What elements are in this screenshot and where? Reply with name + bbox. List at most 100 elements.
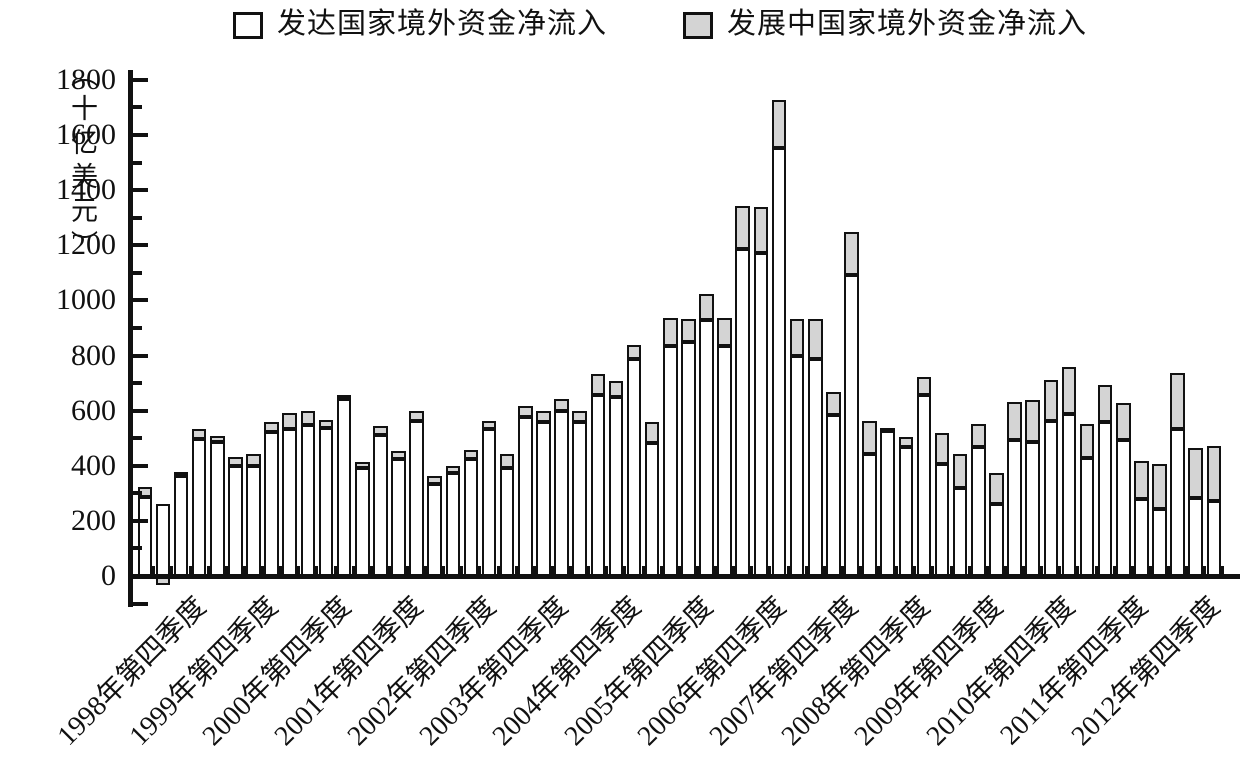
x-axis-tick — [550, 565, 554, 574]
x-axis-tick — [1203, 565, 1207, 574]
y-axis-tick — [132, 243, 148, 248]
y-axis-tick — [132, 325, 142, 330]
y-axis-tick — [132, 215, 142, 220]
bar-developing-segment — [373, 426, 388, 435]
bar-developed-segment — [662, 346, 678, 578]
bar-developed-segment — [137, 496, 153, 578]
bar-developing-segment — [771, 99, 787, 149]
bar-developing-segment — [717, 317, 732, 347]
y-axis-tick — [132, 77, 148, 82]
y-tick-label: 0 — [101, 559, 116, 592]
bar-developed-segment — [1152, 509, 1167, 578]
x-axis-tick — [840, 565, 844, 574]
bar-developing-segment — [445, 466, 461, 474]
bar-developed-segment — [554, 411, 569, 578]
x-axis-tick — [424, 565, 428, 574]
x-axis-tick — [695, 565, 699, 574]
x-axis-tick — [949, 565, 953, 574]
x-axis-tick — [1040, 565, 1044, 574]
bar-developed-segment — [173, 476, 189, 578]
bar-developing-segment — [1170, 372, 1185, 430]
bar-developed-segment — [499, 467, 515, 578]
x-axis-tick — [406, 565, 409, 574]
x-axis-tick — [605, 565, 609, 574]
bar-developed-segment — [771, 148, 787, 578]
bar-developed-segment — [209, 441, 225, 578]
bar-developed-segment — [572, 422, 587, 578]
y-axis-tick — [132, 298, 148, 303]
y-tick-label: 1800 — [56, 62, 116, 96]
y-axis-tick — [132, 436, 142, 441]
bar-developed-segment — [391, 459, 406, 578]
y-axis-tick — [132, 408, 148, 413]
bar-developed-segment — [409, 420, 424, 578]
bar-developing-segment — [536, 411, 551, 423]
bar-developing-segment — [282, 412, 298, 430]
bar-developed-segment — [155, 503, 171, 578]
x-axis-tick — [822, 565, 826, 574]
bar-developing-segment — [191, 429, 207, 439]
x-axis-tick — [768, 565, 772, 574]
bar-developing-segment — [916, 376, 932, 395]
bar-developed-segment — [1025, 441, 1040, 578]
x-axis-tick — [967, 565, 971, 574]
x-axis-tick — [750, 565, 754, 574]
bar-developed-segment — [373, 434, 388, 578]
x-axis-tick — [351, 565, 355, 574]
bar-developed-segment — [789, 356, 805, 578]
x-axis-tick — [152, 565, 156, 574]
bar-developing-segment — [228, 456, 243, 467]
bar-developed-segment — [1061, 414, 1077, 578]
bar-developed-segment — [463, 459, 479, 578]
bar-developed-segment — [264, 431, 279, 578]
bar-developing-segment — [1152, 463, 1167, 510]
bar-developing-segment — [862, 420, 877, 454]
bar-developed-segment — [300, 425, 316, 578]
y-axis-tick — [132, 160, 142, 165]
bar-developing-segment — [209, 436, 225, 442]
bar-developed-segment — [626, 358, 642, 578]
x-axis-tick — [514, 565, 518, 574]
bar-developing-segment — [1007, 401, 1022, 441]
bar-developed-segment — [336, 398, 352, 578]
y-axis-tick — [132, 491, 142, 496]
bar-developed-segment — [318, 427, 334, 578]
bar-developing-segment — [318, 419, 334, 428]
x-axis-tick — [333, 565, 337, 574]
bar-developing-segment — [789, 318, 805, 357]
y-axis-tick — [132, 105, 142, 110]
bar-developed-segment — [1206, 500, 1222, 578]
x-axis-tick — [1148, 565, 1152, 574]
x-axis-tick — [895, 565, 899, 574]
bar-developed-segment — [916, 394, 932, 578]
bar-developing-segment — [336, 394, 352, 399]
y-axis-tick — [132, 381, 142, 386]
bar-developed-segment — [681, 342, 696, 578]
x-axis-tick — [261, 565, 265, 574]
x-axis-tick — [496, 565, 500, 574]
y-tick-label: 1000 — [56, 283, 116, 317]
bar-developing-segment — [681, 318, 696, 343]
y-axis-tick — [132, 353, 148, 358]
x-axis-tick — [315, 565, 319, 574]
bar-developing-segment — [880, 427, 895, 432]
bar-developing-segment — [826, 391, 841, 416]
bar-developing-segment — [1134, 460, 1149, 500]
bar-developing-segment — [409, 411, 424, 421]
bar-developed-segment — [898, 447, 914, 578]
x-axis-tick — [641, 565, 645, 574]
legend-label-developed: 发达国家境外资金净流入 — [277, 8, 608, 40]
x-axis-tick — [804, 565, 808, 574]
x-axis-line — [127, 573, 1240, 579]
legend-swatch-developing — [683, 12, 713, 39]
bar-developing-segment — [518, 405, 533, 417]
x-axis-tick — [677, 565, 681, 574]
y-axis-tick — [132, 601, 148, 606]
bar-developing-segment — [989, 473, 1004, 504]
bar-developing-segment — [1115, 402, 1131, 441]
bar-developed-segment — [191, 438, 207, 578]
bar-developed-segment — [1079, 458, 1095, 578]
x-axis-tick — [931, 565, 935, 574]
bar-developed-segment — [1170, 429, 1185, 578]
